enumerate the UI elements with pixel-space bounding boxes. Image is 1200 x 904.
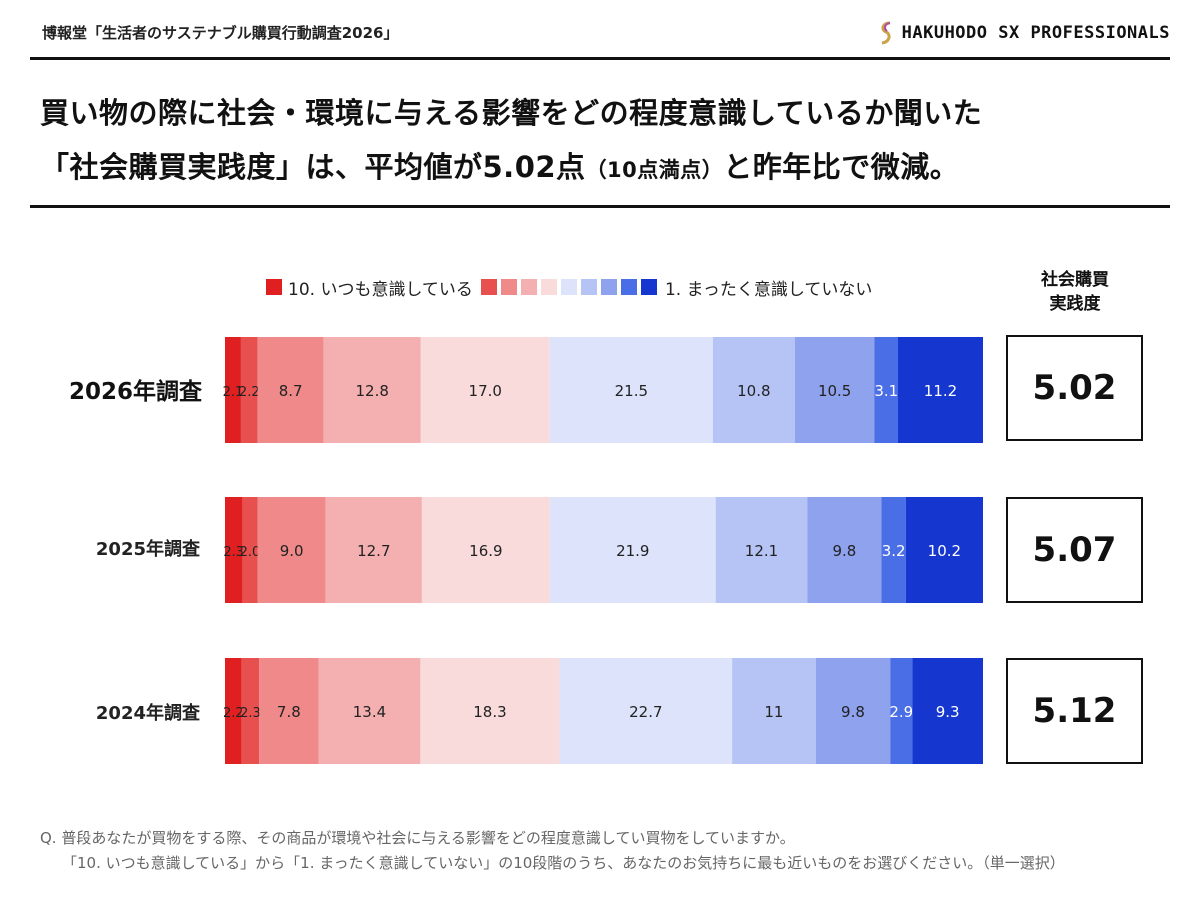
footnote-question: Q. 普段あなたが買物をする際、その商品が環境や社会に与える影響をどの程度意識し… [40, 829, 795, 847]
bar-segment [225, 497, 243, 603]
bar-value-label: 9.8 [841, 703, 865, 721]
bar-value-label: 2.2 [223, 706, 244, 721]
bar-value-label: 3.2 [882, 542, 906, 560]
bar-value-label: 10.2 [928, 542, 961, 560]
legend-swatch-10 [266, 279, 282, 295]
brand-name: HAKUHODO SX PROFESSIONALS [901, 23, 1170, 43]
legend-swatch-7 [520, 279, 537, 295]
legend-swatch-5 [560, 279, 577, 295]
bar-segment [732, 658, 816, 764]
bar-segment [807, 497, 882, 603]
bar-segment [225, 337, 241, 443]
bar-segment [905, 497, 983, 603]
legend-swatch-3 [600, 279, 617, 295]
bar-value-label: 21.5 [615, 382, 648, 400]
score-column-header: 社会購買 実践度 [1010, 268, 1140, 316]
bar-segment [549, 337, 713, 443]
bar-segment [549, 497, 716, 603]
legend-swatch-2 [620, 279, 637, 295]
bar-value-label: 2.3 [223, 545, 244, 560]
bar-value-label: 11 [764, 703, 783, 721]
header-rule [30, 57, 1170, 60]
legend-label-high: 10. いつも意識している [288, 279, 473, 300]
bar-segment [881, 497, 906, 603]
bar-value-label: 10.8 [737, 382, 770, 400]
bar-segment [715, 497, 808, 603]
bar-value-label: 9.8 [832, 542, 856, 560]
bar-value-label: 16.9 [469, 542, 502, 560]
bar-value-label: 8.7 [279, 382, 303, 400]
bar-value-label: 22.7 [629, 703, 662, 721]
bar-value-label: 17.0 [469, 382, 502, 400]
bar-value-label: 18.3 [473, 703, 506, 721]
brand: HAKUHODO SX PROFESSIONALS [878, 18, 1170, 48]
legend-label-low: 1. まったく意識していない [664, 279, 873, 300]
bar-value-label: 12.8 [355, 382, 388, 400]
footnote-scale-note: 「10. いつも意識している」から「1. まったく意識していない」の10段階のう… [62, 854, 1065, 872]
bar-value-label: 11.2 [924, 382, 957, 400]
bar-segment [912, 658, 983, 764]
legend-swatch-8 [500, 279, 517, 295]
legend-swatch-4 [580, 279, 597, 295]
headline: 買い物の際に社会・環境に与える影響をどの程度意識しているか聞いた 「社会購買実践… [40, 86, 1170, 197]
bar-segment [323, 337, 421, 443]
bar-value-label: 2.9 [889, 703, 913, 721]
bar-value-label: 10.5 [818, 382, 851, 400]
score-header-line-1: 社会購買 [1041, 270, 1109, 290]
bar-segment [890, 658, 913, 764]
bar-value-label: 9.0 [280, 542, 304, 560]
bar-segment [318, 658, 421, 764]
bar-segment [257, 497, 326, 603]
bar-value-label: 2.1 [223, 385, 244, 400]
bar-segment [874, 337, 899, 443]
score-header-line-2: 実践度 [1049, 294, 1101, 314]
bar-value-label: 2.0 [240, 545, 261, 560]
bar-value-label: 2.2 [239, 385, 260, 400]
bar-segment [898, 337, 983, 443]
bar-value-label: 3.1 [874, 382, 898, 400]
bar-segment [225, 658, 242, 764]
year-label-2026: 2026年調査 [68, 379, 202, 405]
bar-segment [325, 497, 422, 603]
bar-segment [257, 337, 324, 443]
bar-segment [815, 658, 891, 764]
bar-segment [420, 658, 560, 764]
legend-swatch-9 [480, 279, 497, 295]
headline-line-1: 買い物の際に社会・環境に与える影響をどの程度意識しているか聞いた [40, 96, 983, 130]
score-box-2025: 5.07 [1006, 497, 1143, 603]
source-label: 博報堂「生活者のサステナブル購買行動調査2026」 [42, 24, 399, 42]
bar-value-label: 12.7 [357, 542, 390, 560]
bar-segment [420, 337, 550, 443]
year-label-2024: 2024年調査 [95, 703, 200, 724]
bar-value-label: 7.8 [277, 703, 301, 721]
legend-swatch-1 [640, 279, 657, 295]
bar-segment [240, 337, 258, 443]
bar-value-label: 12.1 [745, 542, 778, 560]
bar-value-label: 9.3 [936, 703, 960, 721]
bar-segment [242, 497, 258, 603]
headline-line-2-tail: と昨年比で微減。 [723, 150, 960, 184]
headline-line-2-main: 「社会購買実践度」は、平均値が5.02点 [40, 150, 586, 184]
headline-line-2: 「社会購買実践度」は、平均値が5.02点（10点満点）と昨年比で微減。 [40, 140, 1170, 197]
bar-segment [241, 658, 260, 764]
score-box-2024: 5.12 [1006, 658, 1143, 764]
footnote: Q. 普段あなたが買物をする際、その商品が環境や社会に与える影響をどの程度意識し… [40, 826, 1065, 876]
brand-logo-icon [881, 21, 891, 45]
bar-segment [712, 337, 795, 443]
bar-segment [421, 497, 550, 603]
legend-swatch-6 [540, 279, 557, 295]
bar-value-label: 13.4 [353, 703, 386, 721]
headline-rule [30, 205, 1170, 208]
bar-segment [559, 658, 733, 764]
top-header: 博報堂「生活者のサステナブル購買行動調査2026」 HAKUHODO SX PR… [30, 18, 1170, 48]
bar-segment [259, 658, 319, 764]
headline-line-2-paren: （10点満点） [585, 158, 724, 182]
chart-legend: 10. いつも意識している 1. まったく意識していない [266, 276, 873, 300]
year-label-2025: 2025年調査 [95, 539, 200, 560]
bar-segment [794, 337, 875, 443]
score-box-2026: 5.02 [1006, 335, 1143, 441]
bar-value-label: 21.9 [616, 542, 649, 560]
bar-value-label: 2.3 [240, 706, 261, 721]
